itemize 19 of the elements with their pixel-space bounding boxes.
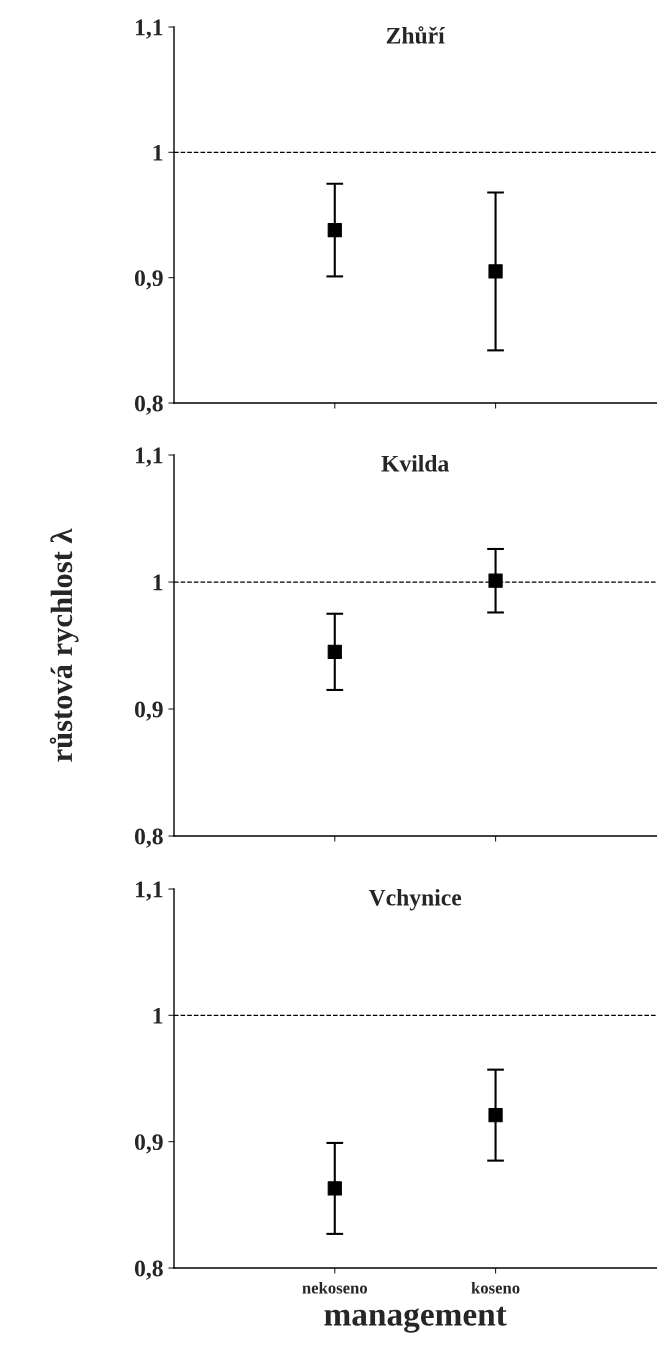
x-tick-label: koseno bbox=[471, 1281, 520, 1294]
chart-title: Kvilda bbox=[381, 455, 449, 472]
y-tick-label: 1,1 bbox=[135, 881, 163, 901]
y-tick-label: 0,9 bbox=[134, 1134, 163, 1154]
y-tick-label: 0,8 bbox=[134, 395, 163, 415]
y-tick-label: 0,9 bbox=[134, 270, 163, 290]
y-axis-title: růstová rychlost λ bbox=[49, 528, 79, 762]
chart-title: Vchynice bbox=[368, 889, 462, 911]
x-axis-title: management bbox=[324, 1306, 507, 1333]
y-tick-label: 1,1 bbox=[135, 447, 163, 467]
y-tick-label: 0,8 bbox=[134, 828, 163, 848]
chart-title: Zhůří bbox=[386, 26, 445, 44]
x-tick-label: nekoseno bbox=[302, 1281, 368, 1294]
y-tick-label: 1 bbox=[153, 574, 163, 591]
y-tick-label: 1 bbox=[153, 144, 163, 161]
y-tick-label: 1 bbox=[153, 1007, 163, 1024]
y-tick-label: 1,1 bbox=[135, 19, 163, 39]
y-tick-label: 0,9 bbox=[134, 701, 163, 721]
y-tick-label: 0,8 bbox=[134, 1260, 163, 1280]
